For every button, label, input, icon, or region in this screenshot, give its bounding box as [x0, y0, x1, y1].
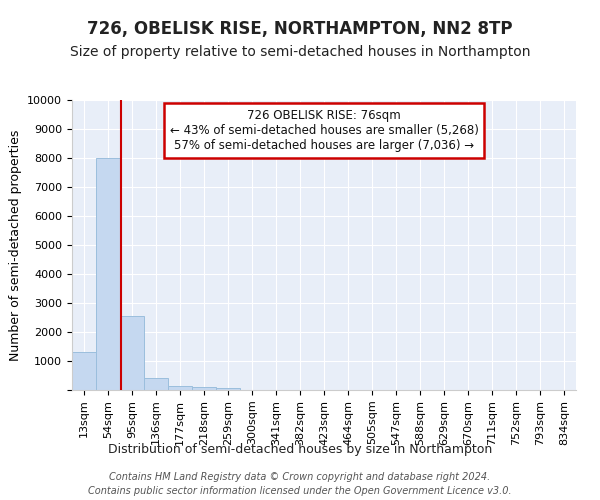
Bar [120, 316, 144, 390]
Text: 726, OBELISK RISE, NORTHAMPTON, NN2 8TP: 726, OBELISK RISE, NORTHAMPTON, NN2 8TP [87, 20, 513, 38]
Text: Contains HM Land Registry data © Crown copyright and database right 2024.: Contains HM Land Registry data © Crown c… [109, 472, 491, 482]
Bar [216, 388, 240, 390]
Bar [192, 387, 216, 390]
Text: Distribution of semi-detached houses by size in Northampton: Distribution of semi-detached houses by … [108, 442, 492, 456]
Text: Size of property relative to semi-detached houses in Northampton: Size of property relative to semi-detach… [70, 45, 530, 59]
Text: Contains public sector information licensed under the Open Government Licence v3: Contains public sector information licen… [88, 486, 512, 496]
Bar [168, 386, 192, 390]
Bar [144, 378, 168, 390]
Bar [96, 158, 120, 390]
Text: 726 OBELISK RISE: 76sqm
← 43% of semi-detached houses are smaller (5,268)
57% of: 726 OBELISK RISE: 76sqm ← 43% of semi-de… [170, 108, 478, 152]
Y-axis label: Number of semi-detached properties: Number of semi-detached properties [9, 130, 22, 360]
Bar [72, 352, 96, 390]
